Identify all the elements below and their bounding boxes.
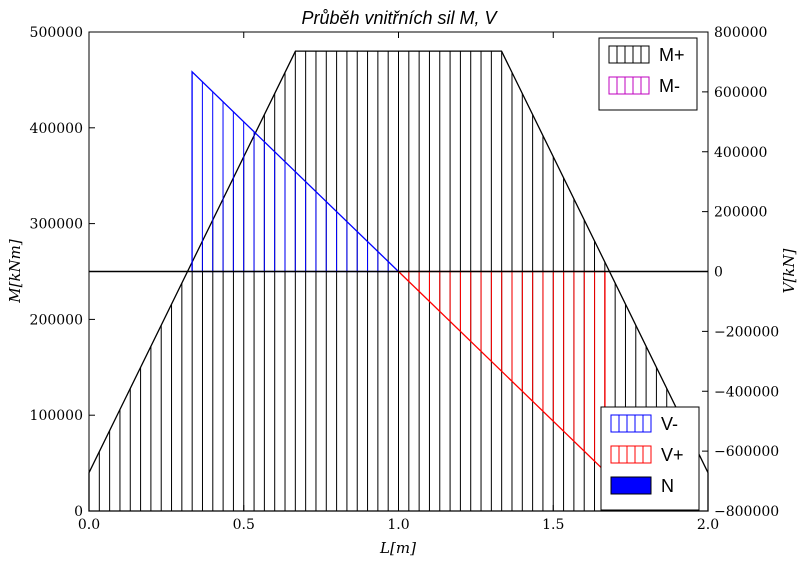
y-right-tick-label: 600000: [714, 85, 767, 101]
x-tick-label: 1.0: [387, 517, 409, 533]
x-tick-label: 2.0: [697, 517, 719, 533]
y-right-tick-label: 800000: [714, 25, 767, 41]
y-right-tick-label: 200000: [714, 205, 767, 221]
y-left-tick-label: 200000: [30, 312, 83, 328]
legend-label-vplus: V+: [661, 445, 684, 465]
legend-label-n: N: [661, 476, 674, 496]
y-left-tick-label: 400000: [30, 121, 83, 137]
y-left-tick-label: 300000: [30, 217, 83, 233]
legend-label-mplus: M+: [659, 45, 685, 65]
axis-ticks: 0.0 0.5 1.0 1.5 2.0 0 100000 200000 300000 400000…: [30, 25, 780, 533]
y-right-tick-label: 0: [714, 265, 723, 281]
y-axis-left-label: M[kNm]: [6, 239, 24, 304]
y-right-tick-label: −400000: [714, 384, 779, 400]
x-tick-label: 0.5: [233, 517, 255, 533]
y-axis-right-label: V[kN]: [780, 248, 798, 293]
x-tick-label: 0.0: [78, 517, 100, 533]
legend-swatch-vminus: [610, 414, 652, 433]
legend-swatch-mminus: [608, 76, 650, 95]
y-left-tick-label: 0: [74, 504, 83, 520]
legend-swatch-n: [610, 476, 652, 495]
legend-label-vminus: V-: [661, 414, 678, 434]
y-left-tick-label: 100000: [30, 408, 83, 424]
y-right-tick-label: −600000: [714, 444, 779, 460]
legend-swatch-vplus: [610, 445, 652, 464]
y-right-tick-label: −200000: [714, 324, 779, 340]
legend-top: M+ M-: [598, 37, 698, 111]
y-right-tick-label: −800000: [714, 504, 779, 520]
legend-swatch-mplus: [608, 45, 650, 64]
legend-bottom: V- V+ N: [600, 406, 700, 511]
x-tick-label: 1.5: [542, 517, 564, 533]
y-right-tick-label: 400000: [714, 145, 767, 161]
plot-area: [88, 50, 709, 512]
legend-label-mminus: M-: [659, 76, 680, 96]
chart-title: Průběh vnitřních sil M, V: [301, 8, 498, 28]
x-axis-label: L[m]: [379, 539, 416, 557]
y-left-tick-label: 500000: [30, 25, 83, 41]
